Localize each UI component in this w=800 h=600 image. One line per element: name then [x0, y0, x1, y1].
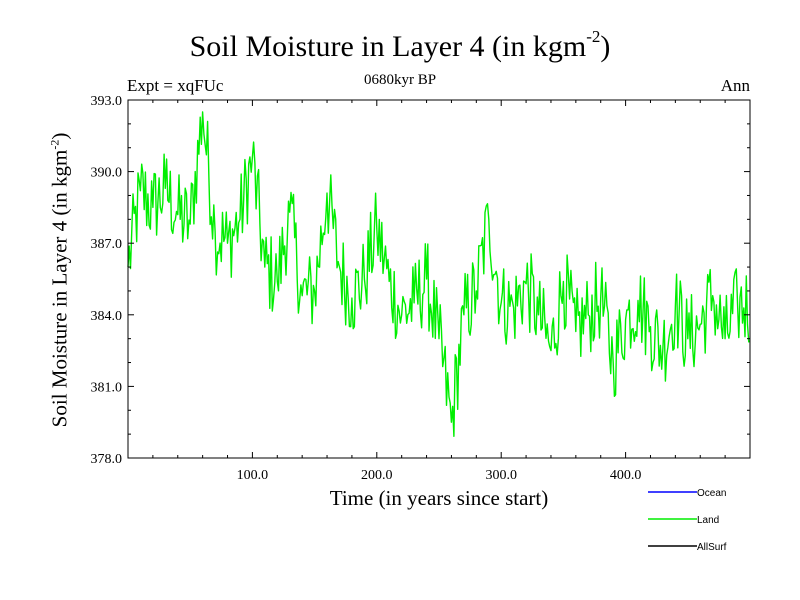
y-tick-label: 387.0 [91, 237, 123, 252]
y-tick-label: 384.0 [91, 309, 123, 324]
season-label: Ann [720, 76, 750, 95]
legend-label-ocean: Ocean [697, 488, 726, 499]
plot-frame [127, 99, 751, 459]
y-tick-label: 393.0 [91, 94, 123, 109]
legend: Ocean Land AllSurf [648, 488, 727, 553]
ticks-layer: 100.0 200.0 300.0 400.0 378.0 381.0 384.0 387.0… [91, 94, 750, 483]
period-label: 0680kyr BP [363, 72, 437, 88]
y-tick-label: 381.0 [91, 380, 123, 395]
x-tick-label: 200.0 [361, 468, 393, 483]
y-tick-label: 378.0 [91, 452, 123, 467]
series-layer [127, 111, 750, 437]
series-line-land [127, 111, 750, 437]
chart-title-superscript: -2 [586, 27, 601, 46]
x-tick-label: 100.0 [237, 468, 269, 483]
y-tick-label: 390.0 [91, 166, 123, 181]
x-tick-label: 400.0 [610, 468, 642, 483]
legend-label-allsurf: AllSurf [697, 542, 727, 553]
chart-title: Soil Moisture in Layer 4 (in kgm-2) [0, 27, 800, 64]
legend-label-land: Land [697, 515, 719, 526]
chart-title-text: Soil Moisture in Layer 4 (in kgm [189, 30, 587, 63]
chart-title-close: ) [600, 30, 611, 63]
x-tick-label: 300.0 [485, 468, 517, 483]
experiment-label: Expt = xqFUc [127, 76, 224, 95]
x-axis-label: Time (in years since start) [329, 486, 549, 510]
